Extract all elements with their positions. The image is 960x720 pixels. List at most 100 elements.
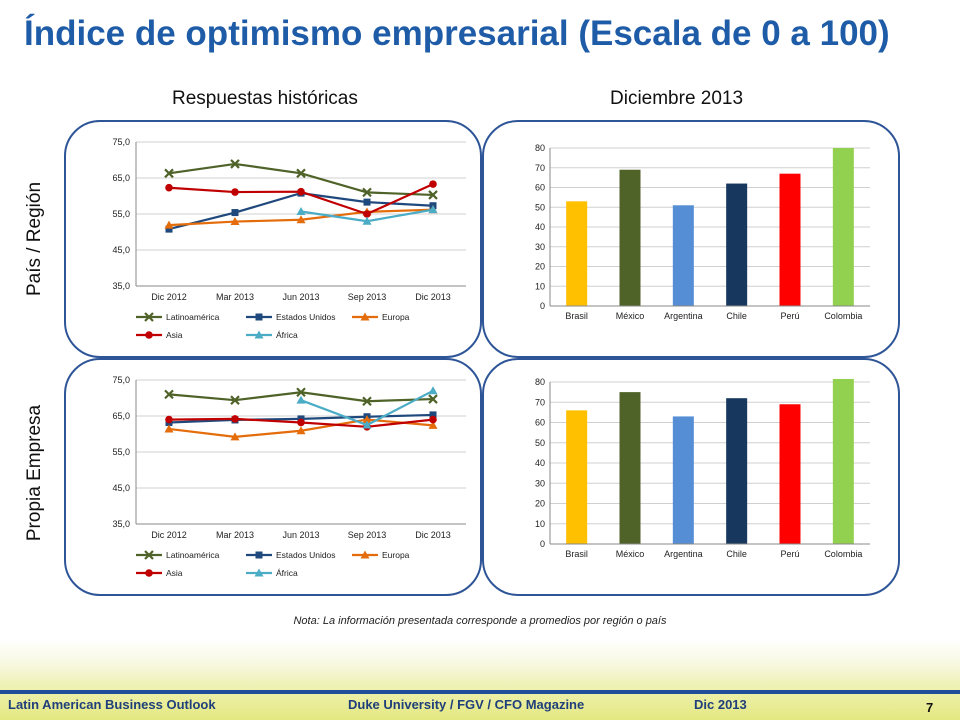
data-point-asia xyxy=(429,415,437,424)
data-point-europa xyxy=(164,424,174,433)
x-tick-label: Mar 2013 xyxy=(216,530,254,540)
data-point-latinoamerica xyxy=(230,159,240,169)
y-tick-label: 80 xyxy=(535,377,545,387)
y-tick-label: 20 xyxy=(535,262,545,272)
line-chart-panel-own-company: 35,0 45,0 55,0 65,0 75,0 Dic 2012 Mar 2013 Jun … xyxy=(64,358,482,596)
x-tick-label: Chile xyxy=(726,311,747,321)
data-point-europa xyxy=(296,426,306,435)
bar-mexico xyxy=(619,392,641,544)
x-tick-label: Dic 2012 xyxy=(151,530,187,540)
y-tick-label: 65,0 xyxy=(112,411,130,421)
data-point-latinoamerica xyxy=(164,168,174,179)
data-point-latinoamerica xyxy=(230,395,240,405)
x-tick-label: Jun 2013 xyxy=(282,292,319,302)
data-point-asia xyxy=(429,180,437,188)
data-point-africa xyxy=(296,395,306,404)
y-tick-label: 10 xyxy=(535,281,545,291)
data-point-africa xyxy=(296,206,306,215)
footer-date: Dic 2013 xyxy=(694,697,747,712)
x-tick-label: Perú xyxy=(780,311,799,321)
legend-label-europa: Europa xyxy=(382,312,410,322)
y-tick-label: 30 xyxy=(535,242,545,252)
data-point-europa xyxy=(164,220,174,229)
x-tick-label: Sep 2013 xyxy=(348,530,387,540)
data-point-latinoamerica xyxy=(362,396,372,407)
data-point-estados-unidos xyxy=(429,411,437,419)
data-point-africa xyxy=(362,420,372,429)
y-tick-label: 35,0 xyxy=(112,519,130,529)
data-point-africa xyxy=(362,216,372,225)
y-tick-label: 20 xyxy=(535,499,545,509)
x-tick-label: Dic 2013 xyxy=(415,530,451,540)
footer-divider xyxy=(0,690,960,694)
legend-label-africa: África xyxy=(276,330,298,340)
y-tick-label: 40 xyxy=(535,222,545,232)
x-tick-label: México xyxy=(616,311,645,321)
y-tick-label: 30 xyxy=(535,478,545,488)
x-tick-label: Brasil xyxy=(565,549,588,559)
data-point-asia xyxy=(231,188,239,196)
bar-chart-panel-own-company: 0 10 20 30 40 50 60 70 80 Brasil México Argentina Ch… xyxy=(482,358,900,596)
data-point-europa xyxy=(428,420,438,429)
column-header-historical: Respuestas históricas xyxy=(172,88,358,109)
data-point-asia xyxy=(363,210,371,218)
data-point-asia xyxy=(297,418,305,427)
data-point-estados-unidos xyxy=(231,209,239,217)
x-tick-label: Mar 2013 xyxy=(216,292,254,302)
legend-marker-europa xyxy=(360,312,370,321)
data-point-africa xyxy=(428,205,438,214)
bar-chart-own-company: 0 10 20 30 40 50 60 70 80 Brasil México Argentina Ch… xyxy=(535,377,870,559)
y-tick-label: 50 xyxy=(535,202,545,212)
data-point-latinoamerica xyxy=(428,394,438,404)
legend-marker-estados-unidos xyxy=(255,313,263,321)
legend-label-asia: Asia xyxy=(166,330,183,340)
footer-partners: Duke University / FGV / CFO Magazine xyxy=(348,697,585,712)
legend-label-latinoamerica: Latinoamérica xyxy=(166,550,220,560)
data-point-latinoamerica xyxy=(362,187,372,198)
bar-colombia xyxy=(832,378,854,544)
y-tick-label: 60 xyxy=(535,418,545,428)
legend-marker-europa xyxy=(360,550,370,559)
data-point-europa xyxy=(296,215,306,224)
y-tick-label: 75,0 xyxy=(112,375,130,385)
footnote: Nota: La información presentada correspo… xyxy=(293,615,667,627)
y-tick-label: 0 xyxy=(540,301,545,311)
x-tick-label: Dic 2012 xyxy=(151,292,187,302)
data-point-estados-unidos xyxy=(165,225,173,233)
data-point-asia xyxy=(165,415,173,424)
footer-publication: Latin American Business Outlook xyxy=(8,697,216,712)
data-point-asia xyxy=(231,415,239,423)
x-tick-label: Jun 2013 xyxy=(282,530,319,540)
legend-label-asia: Asia xyxy=(166,568,183,578)
x-tick-label: Colombia xyxy=(824,311,862,321)
y-tick-label: 45,0 xyxy=(112,483,130,493)
legend-label-latinoamerica: Latinoamérica xyxy=(166,312,220,322)
data-point-europa xyxy=(230,217,240,226)
data-point-asia xyxy=(297,187,305,196)
data-point-africa xyxy=(428,386,438,395)
bar-peru xyxy=(779,404,801,544)
legend-label-africa: África xyxy=(276,568,298,578)
legend-label-estados-unidos: Estados Unidos xyxy=(276,312,336,322)
bar-brasil xyxy=(566,410,588,544)
y-tick-label: 55,0 xyxy=(112,209,130,219)
column-header-december: Diciembre 2013 xyxy=(610,88,744,109)
y-tick-label: 10 xyxy=(535,519,545,529)
x-tick-label: México xyxy=(616,549,645,559)
legend-marker-latinoamerica xyxy=(144,550,154,560)
y-tick-label: 60 xyxy=(535,183,545,193)
data-point-estados-unidos xyxy=(363,198,371,206)
bar-chile xyxy=(726,398,748,544)
y-tick-label: 50 xyxy=(535,438,545,448)
y-tick-label: 70 xyxy=(535,397,545,407)
legend-marker-asia xyxy=(145,331,153,339)
page-number: 7 xyxy=(926,700,934,715)
data-point-asia xyxy=(165,183,173,192)
data-point-latinoamerica xyxy=(296,387,306,398)
bar-brasil xyxy=(566,201,588,306)
y-tick-label: 55,0 xyxy=(112,447,130,457)
legend-label-europa: Europa xyxy=(382,550,410,560)
legend-marker-asia xyxy=(145,569,153,577)
data-point-latinoamerica xyxy=(428,190,438,200)
data-point-europa xyxy=(362,415,372,424)
